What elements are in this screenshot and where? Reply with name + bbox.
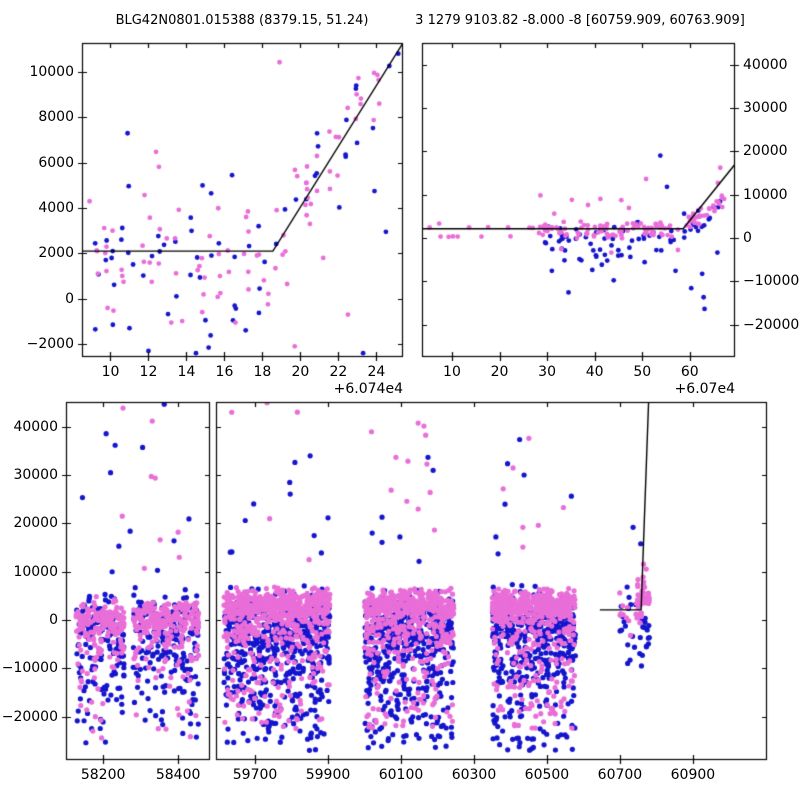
x-tick-label: 12 <box>139 364 158 380</box>
y-tick-label: 10000 <box>13 563 58 580</box>
y-tick-label: 30000 <box>13 467 58 484</box>
x-tick-label: 60700 <box>597 767 643 783</box>
x-tick-label: 22 <box>329 364 348 380</box>
subplot-top-left <box>82 43 403 357</box>
y-tick-label: −10000 <box>1 660 58 677</box>
x-tick-label: 58400 <box>155 767 201 783</box>
y-tick-label: 6000 <box>38 154 74 171</box>
x-tick-label: 60500 <box>524 767 570 783</box>
y-tick-label: 0 <box>49 612 58 628</box>
subplot-title-right: 3 1279 9103.82 -8.000 -8 [60759.909, 607… <box>415 13 745 28</box>
y-tick-label: 10000 <box>29 64 74 81</box>
y-tick-label: 20000 <box>13 515 58 532</box>
x-tick-label: 59900 <box>305 767 351 783</box>
x-tick-label: 60300 <box>451 767 497 783</box>
x-tick-label: 50 <box>633 364 652 380</box>
subplot-bottom-left <box>66 402 210 760</box>
x-tick-label: 16 <box>215 364 234 380</box>
y-tick-label: −10000 <box>743 273 800 290</box>
x-tick-label: 20 <box>291 364 310 380</box>
subplot-bottom-right <box>216 402 767 760</box>
y-tick-label: 4000 <box>38 200 74 217</box>
y-tick-label: 40000 <box>743 56 788 73</box>
x-tick-label: 18 <box>253 364 272 380</box>
y-tick-label: 30000 <box>743 99 788 116</box>
y-tick-label: −20000 <box>743 316 800 333</box>
subplot-title-left: BLG42N0801.015388 (8379.15, 51.24) <box>115 13 369 28</box>
y-tick-label: −2000 <box>26 336 74 353</box>
x-tick-label: 60 <box>680 364 699 380</box>
subplot-top-right <box>422 43 735 357</box>
x-tick-label: 30 <box>538 364 557 380</box>
x-tick-label: 10 <box>101 364 120 380</box>
y-tick-label: 0 <box>743 229 752 246</box>
x-tick-label: 20 <box>490 364 509 380</box>
x-tick-label: 14 <box>177 364 196 380</box>
x-tick-label: 40 <box>585 364 604 380</box>
x-tick-label: 24 <box>367 364 386 380</box>
x-tick-label: 59700 <box>232 767 278 783</box>
y-tick-label: 20000 <box>743 143 788 160</box>
x-axis-offset-label: +6.074e4 <box>333 381 403 397</box>
x-tick-label: 58200 <box>80 767 126 783</box>
y-tick-label: −20000 <box>1 708 58 725</box>
y-tick-label: 2000 <box>38 245 74 262</box>
x-tick-label: 60100 <box>378 767 424 783</box>
y-tick-label: 40000 <box>13 418 58 435</box>
y-tick-label: 8000 <box>38 109 74 126</box>
x-axis-offset-label: +6.07e4 <box>674 381 735 397</box>
y-tick-label: 0 <box>65 290 74 307</box>
y-tick-label: 10000 <box>743 186 788 203</box>
x-tick-label: 60900 <box>670 767 716 783</box>
x-tick-label: 10 <box>443 364 461 380</box>
